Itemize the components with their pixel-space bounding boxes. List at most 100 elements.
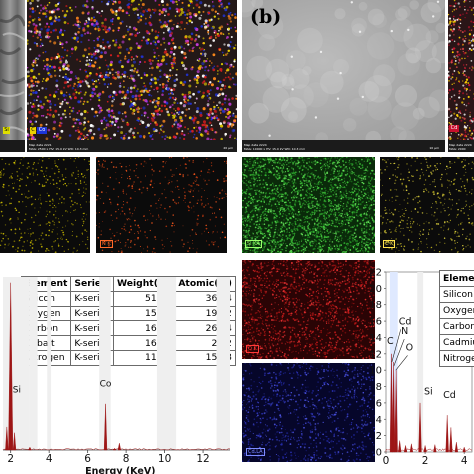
sem-b-texture <box>242 0 445 147</box>
element-map-c: C K <box>380 157 474 253</box>
table-row: Carbon <box>438 318 474 335</box>
peak-label-n: N <box>401 326 408 337</box>
x-tick-label: 8 <box>123 453 130 465</box>
map-dots <box>380 157 474 253</box>
map-label-o: O K <box>246 345 259 353</box>
sem-spots <box>242 0 445 147</box>
table-b-header-element: Element <box>438 270 474 287</box>
y-tick-label: 2 <box>376 431 382 442</box>
spectrum-a-noise <box>2 448 231 451</box>
y-tick-label: 0 <box>376 448 382 459</box>
map-dots <box>27 0 237 142</box>
table-row: Nitrogen <box>438 350 474 367</box>
element-map-cd: Cd LA <box>242 363 375 462</box>
spectrum-peak <box>394 370 398 453</box>
x-tick-label: 4 <box>461 455 468 467</box>
results-table-b: Element Silicon Oxygen Carbon Cadmiu Nit… <box>438 270 474 367</box>
y-tick-label: 12 <box>369 349 382 360</box>
composite-dots-a <box>27 0 237 142</box>
map-si-dots <box>242 157 375 253</box>
composite-map-a: Map data 2221 MAG: 2500 x HV: 15.0 kV WD… <box>27 0 237 152</box>
key-c-a: C <box>30 127 36 134</box>
map-dots <box>96 157 227 253</box>
scale-bar-a: 20 µm <box>223 145 233 150</box>
y-tick-label: 8 <box>376 382 382 393</box>
peak-label-co: Co <box>100 380 112 390</box>
element-map-o: O K <box>242 260 375 359</box>
composite-b-caption-bar <box>448 140 474 152</box>
sem-caption-bar-a <box>0 140 25 152</box>
y-tick-label: 6 <box>376 398 382 409</box>
map-o-dots <box>242 260 375 359</box>
spectrum-peak <box>117 443 122 451</box>
element-map-n: N K <box>96 157 227 253</box>
peak-label-cd: Cd <box>443 390 456 401</box>
y-tick-label: 22 <box>369 268 382 279</box>
spectrum-b-peaks <box>389 353 466 453</box>
spectrum-peak <box>12 432 17 451</box>
x-tick-label: 4 <box>46 453 53 465</box>
spectrum-peak <box>398 440 402 453</box>
spectrum-band <box>47 277 52 450</box>
peak-label-c: C <box>387 336 394 347</box>
spectrum-band <box>29 277 38 450</box>
table-row: Oxygen <box>438 302 474 319</box>
leader-line <box>395 355 408 371</box>
composite-b-dots <box>448 0 474 141</box>
element-map-a1 <box>0 157 90 253</box>
table-row: Silicon <box>438 286 474 303</box>
spectrum-band <box>99 277 111 450</box>
map-label-cd: Cd LA <box>246 448 265 456</box>
sem-caption-b: Map data 2224 MAG: 10000 x HV: 15.0 kV W… <box>244 143 306 151</box>
map-dots <box>242 363 375 462</box>
leader-line <box>391 329 402 363</box>
spectrum-band <box>216 277 230 450</box>
table-row: Cadmiu <box>438 334 474 351</box>
spectrum-peak <box>8 282 14 451</box>
composite-caption-a: Map data 2221 MAG: 2500 x HV: 15.0 kV WD… <box>29 143 89 151</box>
key-cd-b: Cd <box>449 125 459 132</box>
map-label-n: N K <box>100 240 113 248</box>
x-tick-label: 6 <box>84 453 91 465</box>
peak-label-si: Si <box>13 385 21 395</box>
spectrum-peak <box>454 442 458 453</box>
eds-spectrum-a: 2 4 6 8 10 12 Energy (KeV) Si Co <box>2 277 231 474</box>
table-cell-element: Carbon <box>438 318 474 335</box>
table-cell-element: Oxygen <box>438 302 474 319</box>
map-a1-dots <box>0 157 90 253</box>
composite-caption-bar-a <box>27 140 237 152</box>
element-map-si: Si KA <box>242 157 375 253</box>
leader-line <box>393 338 405 367</box>
y-tick-label: 10 <box>369 366 382 377</box>
table-cell-element: Nitrogen <box>438 350 474 367</box>
map-dots <box>448 0 474 141</box>
spectrum-band <box>156 277 177 450</box>
composite-caption-b: Map data 2224 MAG: 2000 <box>449 143 472 151</box>
x-tick-label: 12 <box>196 453 209 465</box>
y-tick-label: 16 <box>369 317 382 328</box>
spectrum-peak <box>418 402 422 453</box>
spectrum-a-bands <box>3 277 230 450</box>
x-tick-label: 0 <box>383 455 390 467</box>
map-dots <box>242 260 375 359</box>
spectrum-peak <box>389 353 394 453</box>
y-tick-label: 20 <box>369 284 382 295</box>
spectrum-peak <box>392 361 396 453</box>
sem-texture-a <box>0 14 25 133</box>
map-dots <box>242 157 375 253</box>
spectrum-band <box>3 277 30 450</box>
y-tick-label: 18 <box>369 300 382 311</box>
spectrum-a-peaks <box>5 282 122 451</box>
composite-map-b: Map data 2224 MAG: 2000 Cd <box>448 0 474 152</box>
table-cell-element: Cadmiu <box>438 334 474 351</box>
map-dots <box>0 157 90 253</box>
map-cd-dots <box>242 363 375 462</box>
map-label-c: C K <box>383 240 396 248</box>
sem-image-b: Map data 2224 MAG: 10000 x HV: 15.0 kV W… <box>242 0 445 152</box>
y-tick-label: 4 <box>376 415 382 426</box>
peak-label-si: Si <box>424 387 433 398</box>
y-tick-label: 14 <box>369 333 382 344</box>
x-axis-label: Energy (KeV) <box>85 466 155 474</box>
table-cell-element: Silicon <box>438 286 474 303</box>
spectrum-peak <box>103 403 108 451</box>
